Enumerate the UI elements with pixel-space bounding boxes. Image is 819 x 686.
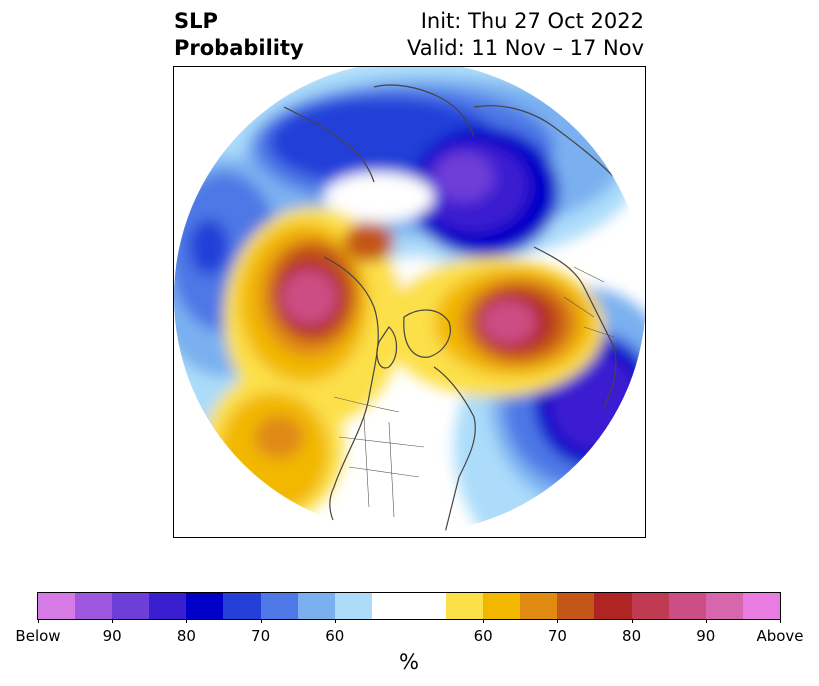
colorbar-label: % (399, 650, 419, 674)
colorbar-cell (483, 593, 521, 619)
title-right: Init: Thu 27 Oct 2022 Valid: 11 Nov – 17… (407, 8, 644, 62)
colorbar-tick-label: 80 (176, 627, 196, 645)
colorbar-cell (408, 593, 447, 619)
coast-hudson-bay (376, 326, 398, 369)
colorbar-cell (112, 593, 150, 619)
below-region-pacific-80 (189, 219, 229, 275)
coast-europe (533, 246, 617, 408)
title-product: Probability (174, 36, 304, 60)
coastlines (283, 84, 640, 533)
colorbar-tick-label: 90 (102, 627, 122, 645)
colorbar-cell (631, 593, 669, 619)
border-europe (563, 266, 615, 338)
colorbar-tickmark (780, 619, 781, 623)
colorbar (37, 592, 781, 620)
title-left: SLP Probability (174, 8, 304, 62)
above-region-europe-peak (481, 300, 537, 344)
colorbar-cell (186, 593, 224, 619)
colorbar-tick-label: 60 (325, 627, 345, 645)
colorbar-tick-label: 60 (473, 627, 493, 645)
colorbar-tick-label: 70 (547, 627, 567, 645)
colorbar-tick-label: 80 (622, 627, 642, 645)
colorbar-tickmark (557, 619, 559, 623)
init-date: Init: Thu 27 Oct 2022 (420, 9, 644, 33)
colorbar-tickmark (38, 619, 39, 623)
border-us-states (338, 416, 425, 518)
above-region-southwest-70 (254, 415, 304, 459)
valid-range: Valid: 11 Nov – 17 Nov (407, 36, 644, 60)
colorbar-cell (297, 593, 335, 619)
colorbar-tickmark (483, 619, 485, 623)
coast-greenland (403, 309, 451, 358)
coast-siberia (373, 84, 475, 138)
colorbar-tickmark (334, 619, 336, 623)
colorbar-cell (557, 593, 595, 619)
coast-north-america (323, 256, 379, 533)
title-variable: SLP (174, 9, 218, 33)
colorbar-cell (334, 593, 372, 619)
colorbar-cell (668, 593, 706, 619)
probability-map-svg (174, 67, 645, 533)
colorbar-cell (742, 593, 780, 619)
colorbar-cell (705, 593, 743, 619)
colorbar-tick-label: 90 (696, 627, 716, 645)
above-region-canada-70 (344, 222, 394, 262)
colorbar-tick-label: Below (15, 627, 61, 645)
neutral-region-canada (324, 172, 434, 222)
colorbar-cell (75, 593, 113, 619)
colorbar-tick-label: Above (756, 627, 804, 645)
colorbar-cell (371, 593, 409, 619)
coast-canada-east (433, 366, 476, 533)
colorbar-cell (446, 593, 484, 619)
colorbar-tickmark (631, 619, 633, 623)
colorbar-cell (38, 593, 76, 619)
colorbar-cell (260, 593, 298, 619)
colorbar-cell (223, 593, 261, 619)
border-us-canada (333, 396, 400, 413)
colorbar-cell (149, 593, 187, 619)
above-region-pacific-peak (281, 269, 337, 325)
colorbar-tickmark (112, 619, 114, 623)
borders (333, 266, 615, 518)
polar-map (173, 66, 646, 538)
below-region-arctic-peak (434, 152, 494, 202)
colorbar-cell (520, 593, 558, 619)
colorbar-cell (594, 593, 632, 619)
coast-alaska (283, 106, 375, 183)
colorbar-tick-label: 70 (251, 627, 271, 645)
colorbar-tickmark (260, 619, 262, 623)
colorbar-tickmark (186, 619, 188, 623)
colorbar-tickmark (705, 619, 707, 623)
